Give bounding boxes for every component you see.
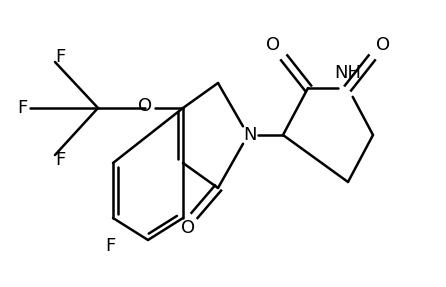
Text: F: F bbox=[55, 48, 65, 66]
Text: F: F bbox=[17, 99, 27, 117]
Text: F: F bbox=[55, 151, 65, 169]
Text: F: F bbox=[105, 237, 115, 255]
Text: O: O bbox=[376, 36, 390, 54]
Text: NH: NH bbox=[334, 64, 362, 82]
Text: O: O bbox=[138, 97, 152, 115]
Text: O: O bbox=[181, 219, 195, 237]
Text: O: O bbox=[266, 36, 280, 54]
Text: N: N bbox=[243, 126, 257, 144]
